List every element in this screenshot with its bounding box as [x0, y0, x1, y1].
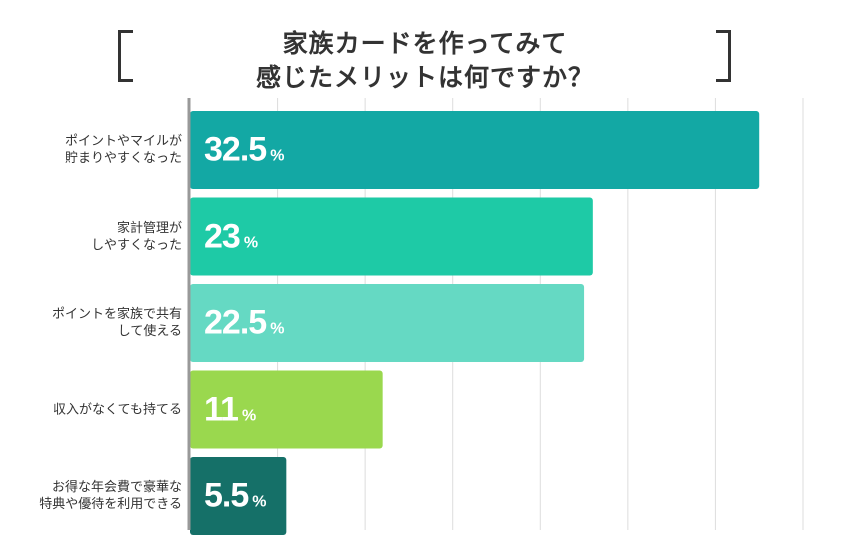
bar	[190, 370, 383, 449]
value-number: 32.5	[204, 130, 267, 169]
bar	[190, 284, 585, 362]
category-label: 家計管理が しやすくなった	[91, 220, 182, 253]
value-number: 23	[204, 217, 241, 255]
value-unit: %	[241, 407, 257, 424]
bar	[190, 197, 593, 276]
category-label: ポイントを家族で共有 して使える	[51, 307, 182, 339]
value-number: 11	[204, 390, 239, 428]
value-number: 22.5	[204, 303, 267, 342]
category-label: お得な年会費で豪華な 特典や優待を利用できる	[39, 480, 182, 512]
right-bracket-decoration	[716, 30, 731, 82]
value-number: 5.5	[204, 476, 249, 515]
left-bracket-decoration	[118, 30, 133, 82]
value-unit: %	[270, 320, 285, 338]
value-unit: %	[270, 147, 285, 165]
value-unit: %	[252, 493, 267, 511]
bar	[190, 457, 287, 535]
category-label: ポイントやマイルが 貯まりやすくなった	[64, 134, 182, 166]
bar	[190, 111, 760, 189]
value-label: 22.5%	[204, 304, 284, 343]
category-label: 収入がなくても持てる	[53, 402, 182, 417]
value-label: 11%	[204, 390, 256, 429]
chart-title-line-1: 家族カードを作ってみて	[282, 29, 568, 58]
value-label: 5.5%	[204, 477, 267, 516]
value-label: 32.5%	[204, 131, 284, 170]
value-unit: %	[243, 234, 259, 251]
value-label: 23%	[204, 217, 258, 256]
chart-title-line-2: 感じたメリットは何ですか？	[255, 63, 594, 92]
